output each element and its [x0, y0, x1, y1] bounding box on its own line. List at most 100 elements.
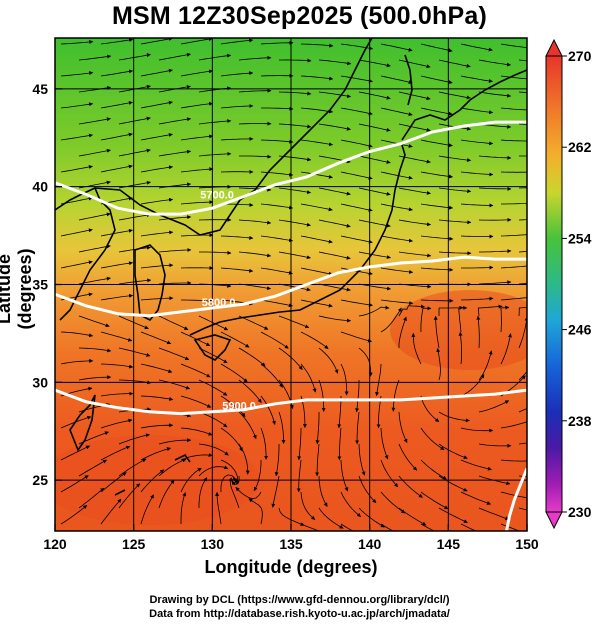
wind-arrow — [358, 507, 385, 528]
y-tick-label: 45 — [32, 81, 48, 97]
wind-arrow — [501, 202, 527, 205]
wind-arrow — [340, 363, 349, 396]
wind-arrow — [315, 412, 320, 445]
wind-arrow — [238, 347, 266, 367]
wind-arrow — [340, 75, 373, 83]
wind-arrow — [476, 315, 481, 349]
wind-arrow — [460, 427, 494, 433]
wind-arrow — [380, 427, 389, 460]
wind-arrow — [140, 197, 174, 205]
wind-arrow — [420, 491, 449, 510]
wind-arrow — [278, 219, 311, 227]
wind-arrow — [158, 117, 191, 125]
wind-arrow — [78, 347, 112, 353]
wind-arrow — [180, 134, 214, 141]
wind-arrow — [100, 418, 133, 429]
wind-arrow — [78, 487, 105, 509]
wind-arrow — [358, 123, 391, 132]
wind-arrow — [380, 107, 413, 117]
wind-arrow — [318, 123, 351, 131]
wind-arrow — [318, 251, 351, 260]
colorbar-tick-label: 230 — [568, 504, 592, 520]
wind-arrow — [260, 395, 276, 425]
wind-arrow — [438, 443, 468, 459]
wind-arrow — [278, 283, 311, 292]
y-tick-label: 30 — [32, 374, 48, 390]
wind-arrow — [140, 296, 174, 301]
wind-arrow — [478, 186, 512, 191]
wind-arrow — [438, 305, 464, 316]
wind-arrow — [260, 235, 293, 243]
wind-arrow — [438, 251, 472, 256]
wind-arrow — [158, 479, 175, 509]
wind-arrow — [420, 523, 435, 531]
wind-arrow — [479, 249, 512, 254]
wind-arrow — [180, 101, 214, 109]
wind-arrow — [180, 69, 213, 77]
wind-arrow — [278, 187, 311, 195]
wind-arrow — [358, 155, 391, 164]
wind-arrow — [220, 363, 248, 383]
wind-arrow — [318, 91, 351, 99]
wind-arrow — [278, 347, 303, 371]
wind-arrow — [340, 299, 373, 307]
wind-arrow — [140, 100, 173, 109]
wind-arrow — [358, 443, 366, 476]
wind-arrow — [100, 498, 122, 525]
wind-arrow — [420, 235, 454, 241]
wind-arrow — [78, 54, 112, 61]
wind-arrow — [140, 38, 173, 45]
wind-arrow — [100, 293, 134, 301]
wind-arrow — [438, 219, 472, 225]
wind-arrow — [297, 428, 302, 461]
wind-arrow — [500, 297, 527, 301]
wind-arrow — [78, 117, 111, 125]
wind-arrow — [100, 331, 133, 342]
colorbar-tick-label: 246 — [568, 322, 592, 338]
wind-arrow — [438, 91, 471, 100]
wind-arrow — [380, 171, 413, 180]
wind-arrow — [460, 43, 493, 52]
wind-arrow — [358, 219, 391, 228]
wind-arrow — [518, 507, 527, 511]
wind-arrow — [478, 280, 512, 285]
wind-arrow — [158, 347, 190, 361]
wind-arrow — [398, 123, 431, 132]
wind-arrow — [458, 331, 463, 365]
wind-arrow — [279, 58, 312, 63]
wind-arrow — [518, 250, 527, 253]
wind-arrow — [340, 235, 373, 244]
wind-arrow — [398, 187, 431, 195]
wind-arrow — [340, 331, 372, 343]
wind-arrow — [318, 315, 351, 323]
wind-arrow — [118, 315, 149, 330]
wind-arrow — [198, 411, 228, 428]
wind-arrow — [398, 304, 425, 317]
wind-arrow — [318, 379, 326, 412]
colorbar-gradient — [545, 55, 563, 513]
wind-arrow — [380, 43, 413, 52]
wind-arrow — [478, 59, 511, 67]
wind-arrow — [235, 487, 262, 500]
x-tick-label: 120 — [43, 536, 67, 552]
wind-arrow — [198, 443, 229, 456]
wind-arrow — [261, 106, 294, 111]
wind-arrow — [518, 187, 527, 189]
wind-arrow — [118, 433, 150, 445]
wind-arrow — [300, 299, 333, 308]
contour-label: 5700.0 — [200, 189, 234, 201]
wind-arrow — [500, 139, 527, 142]
wind-arrow — [260, 267, 293, 275]
wind-arrow — [358, 305, 390, 317]
wind-arrow — [180, 492, 187, 524]
wind-arrow — [118, 84, 151, 93]
wind-arrow — [420, 203, 454, 210]
wind-arrow — [140, 263, 174, 269]
height-contour — [55, 255, 527, 318]
x-axis-label: Longitude (degrees) — [204, 557, 378, 577]
wind-arrow — [158, 215, 192, 221]
wind-arrow — [198, 283, 232, 288]
wind-arrow — [198, 465, 229, 477]
wind-arrow — [215, 491, 222, 525]
wind-arrow — [158, 84, 191, 93]
